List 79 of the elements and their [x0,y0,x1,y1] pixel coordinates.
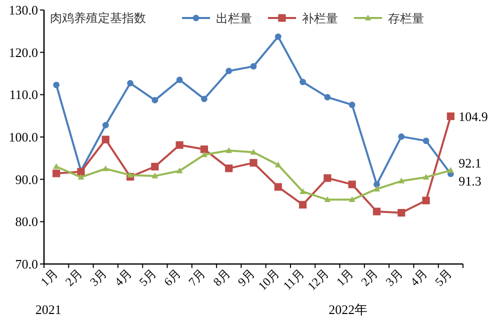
point [274,183,282,191]
point [78,174,84,180]
point [446,112,454,120]
legend-label: 补栏量 [302,12,338,26]
point [226,147,232,153]
point [200,145,208,154]
point [374,181,380,188]
point [176,167,183,174]
x-tick-label: 7月 [186,266,208,289]
legend-label: 出栏量 [216,12,252,26]
point [398,133,405,140]
data-label: 91.3 [458,174,482,189]
point [274,162,282,168]
point [102,165,109,172]
x-tick-label: 3月 [87,266,110,289]
y-tick-label: 120.0 [8,44,38,60]
y-tick-label: 80.0 [15,214,38,230]
point [226,68,232,74]
point [348,180,356,188]
point [127,80,134,86]
y-tick-label: 130.0 [8,2,38,18]
x-tick-label: 1月 [334,266,356,289]
point [300,188,306,194]
point [127,172,134,178]
x-tick-label: 4月 [112,266,134,289]
x-tick-label: 5月 [136,266,160,289]
text: 2022年 [328,302,368,317]
point [152,96,158,104]
point [152,172,158,178]
x-tick-label: 11月 [280,266,307,293]
point [52,170,60,178]
x-tick-label: 12月 [304,266,332,294]
x-tick-label: 5月 [432,266,455,289]
point [250,148,257,155]
x-tick-label: 2月 [358,266,381,289]
point [348,102,356,108]
point [447,167,454,173]
text: 2021 [35,302,62,317]
point [102,122,109,128]
y-tick-label: 100.0 [8,130,38,144]
point [201,96,208,102]
point [422,196,430,204]
point [324,174,332,182]
point [250,159,258,167]
data-label: 92.1 [458,156,482,171]
data-label: 104.9 [458,108,488,124]
y-tick-label: 70.0 [15,256,38,272]
point [102,136,110,144]
y-tick-label: 110.0 [9,87,38,102]
point [225,164,233,172]
point [372,208,381,216]
point [250,63,257,70]
point [151,162,159,170]
point [422,138,430,144]
point [176,141,184,149]
legend-label: 存栏量 [388,12,424,26]
point [398,208,406,217]
x-tick-label: 2月 [62,266,86,289]
x-tick-label: 8月 [210,266,233,289]
point [176,76,183,84]
x-tick-label: 10月 [255,266,282,294]
point [348,196,356,202]
chart-title: 肉鸡养殖定基指数 [50,11,146,25]
x-tick-label: 1月 [38,266,60,289]
y-tick-label: 90.0 [15,172,38,187]
point [324,94,331,100]
point [398,178,405,184]
x-tick-label: 3月 [382,266,406,289]
point [298,200,307,209]
x-tick-label: 9月 [234,266,258,289]
point [374,186,380,192]
x-tick-label: 6月 [161,266,184,289]
x-tick-label: 4月 [408,266,430,289]
point [422,174,430,180]
point [324,196,331,202]
point [300,78,306,86]
point [53,163,60,170]
point [53,82,60,88]
point [274,33,282,40]
